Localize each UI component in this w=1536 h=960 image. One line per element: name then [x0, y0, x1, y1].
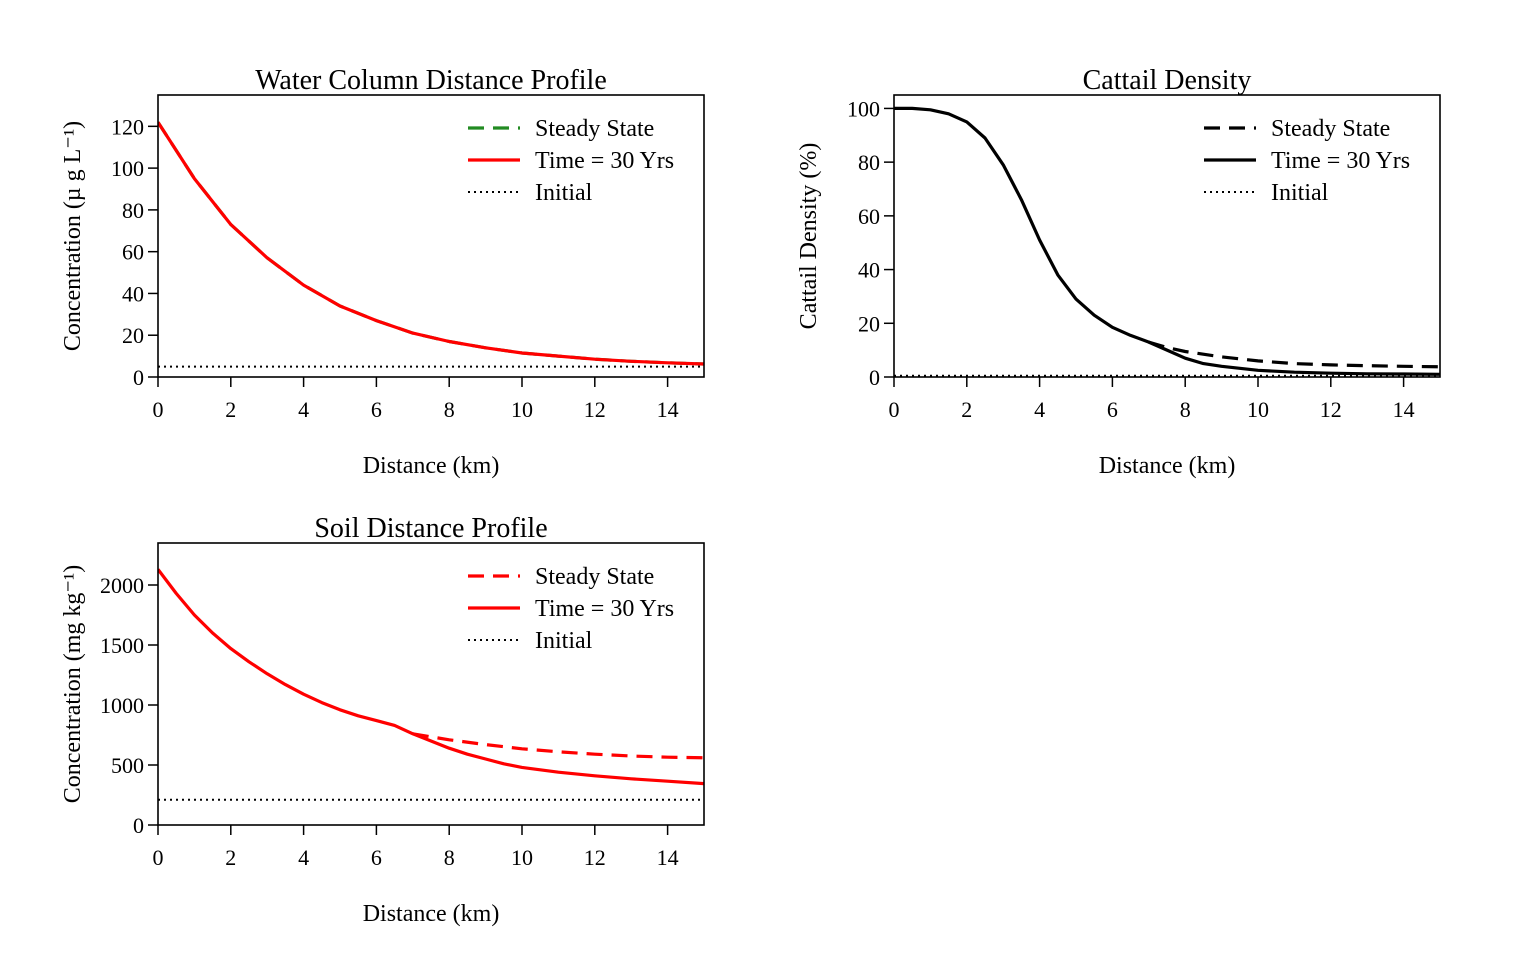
y-tick-label: 100: [847, 96, 880, 121]
y-tick-label: 80: [122, 198, 144, 223]
legend-label: Steady State: [535, 564, 654, 590]
y-tick-label: 60: [858, 204, 880, 229]
chart-panel-2: Cattail Density 0 2 4 6 8 10 12 14 0 20 40 60 80 100 Di…: [796, 65, 1441, 479]
y-tick-label: 40: [122, 281, 144, 306]
y-tick-label: 120: [111, 114, 144, 139]
plot-frame: [157, 94, 705, 378]
legend-label: Time = 30 Yrs: [1271, 148, 1410, 174]
y-tick-label: 100: [111, 156, 144, 181]
x-axis-label: Distance (km): [363, 901, 500, 927]
x-tick-label: 4: [298, 397, 309, 422]
series-line-steady-state: [1148, 340, 1440, 369]
x-tick-label: 14: [657, 845, 679, 870]
x-tick-label: 6: [371, 845, 382, 870]
chart-panel-3: Soil Distance Profile 0 2 4 6 8 10 12 14 0 500 1000…: [60, 513, 705, 927]
y-tick-label: 60: [122, 240, 144, 265]
x-tick-label: 10: [511, 397, 533, 422]
x-tick-label: 6: [1107, 397, 1118, 422]
legend-label: Initial: [535, 628, 593, 654]
series-line-steady-state: [412, 732, 704, 760]
y-tick-label: 0: [869, 365, 880, 390]
x-axis-label: Distance (km): [1099, 453, 1236, 479]
y-axis-label: Concentration (µ g L⁻¹): [60, 121, 86, 351]
chart-title: Water Column Distance Profile: [255, 65, 607, 96]
x-tick-label: 4: [1034, 397, 1045, 422]
x-tick-label: 8: [1180, 397, 1191, 422]
x-tick-label: 2: [225, 397, 236, 422]
y-tick-label: 0: [133, 365, 144, 390]
series-line-time-30-yrs: [158, 568, 704, 786]
x-tick-label: 6: [371, 397, 382, 422]
y-tick-label: 500: [111, 753, 144, 778]
x-tick-label: 10: [511, 845, 533, 870]
chart-title: Soil Distance Profile: [314, 513, 547, 544]
plot-frame: [893, 94, 1441, 378]
y-tick-label: 1000: [100, 693, 144, 718]
plot-frame: [157, 542, 705, 826]
x-tick-label: 14: [657, 397, 679, 422]
x-tick-label: 0: [153, 845, 164, 870]
y-tick-label: 1500: [100, 633, 144, 658]
x-axis-label: Distance (km): [363, 453, 500, 479]
x-tick-label: 12: [1320, 397, 1342, 422]
x-tick-label: 0: [153, 397, 164, 422]
legend-label: Initial: [535, 180, 593, 206]
chart-panel-1: Water Column Distance Profile 0 2 4 6 8 10 12 14…: [60, 65, 705, 479]
chart-title: Cattail Density: [1083, 65, 1252, 96]
x-tick-label: 14: [1393, 397, 1415, 422]
x-tick-label: 12: [584, 397, 606, 422]
series-line-time-30-yrs: [894, 106, 1440, 376]
x-tick-label: 2: [225, 845, 236, 870]
series-line-time-30-yrs: [158, 121, 704, 366]
y-tick-label: 0: [133, 813, 144, 838]
legend-label: Steady State: [1271, 116, 1390, 142]
y-tick-label: 40: [858, 258, 880, 283]
legend-label: Initial: [1271, 180, 1329, 206]
x-tick-label: 10: [1247, 397, 1269, 422]
x-tick-label: 12: [584, 845, 606, 870]
legend-label: Time = 30 Yrs: [535, 596, 674, 622]
legend-label: Time = 30 Yrs: [535, 148, 674, 174]
y-axis-label: Cattail Density (%): [796, 143, 822, 330]
x-tick-label: 8: [444, 397, 455, 422]
x-tick-label: 8: [444, 845, 455, 870]
y-tick-label: 20: [858, 311, 880, 336]
x-tick-label: 0: [889, 397, 900, 422]
x-tick-label: 4: [298, 845, 309, 870]
legend-label: Steady State: [535, 116, 654, 142]
x-tick-label: 2: [961, 397, 972, 422]
y-tick-label: 80: [858, 150, 880, 175]
y-tick-label: 2000: [100, 573, 144, 598]
y-tick-label: 20: [122, 323, 144, 348]
y-axis-label: Concentration (mg kg⁻¹): [60, 565, 86, 803]
